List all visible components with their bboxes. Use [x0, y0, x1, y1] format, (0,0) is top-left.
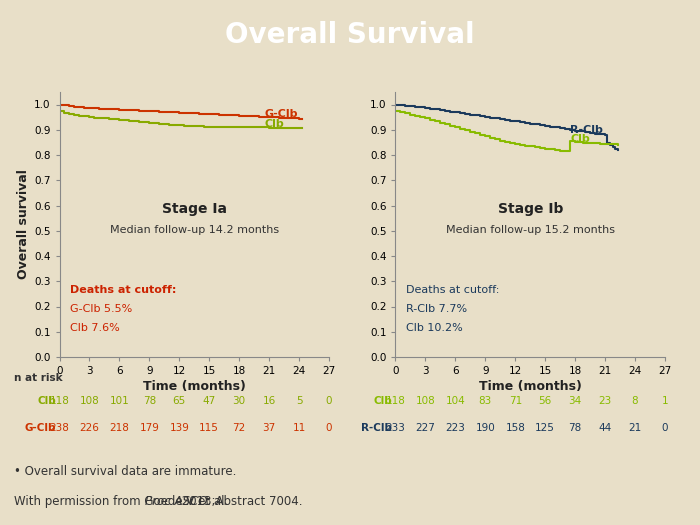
Text: 227: 227: [416, 423, 435, 433]
Text: R-Clb: R-Clb: [361, 423, 392, 433]
Text: 223: 223: [445, 423, 466, 433]
Text: 37: 37: [262, 423, 276, 433]
Text: 23: 23: [598, 396, 612, 406]
Y-axis label: Overall survival: Overall survival: [17, 170, 30, 279]
Text: 5: 5: [295, 396, 302, 406]
Text: R-Clb 7.7%: R-Clb 7.7%: [406, 304, 468, 314]
Text: Clb: Clb: [570, 134, 590, 144]
Text: 78: 78: [143, 396, 156, 406]
Text: 179: 179: [139, 423, 160, 433]
Text: 115: 115: [199, 423, 219, 433]
Text: G-Clb 5.5%: G-Clb 5.5%: [70, 304, 132, 314]
X-axis label: Time (months): Time (months): [143, 380, 246, 393]
Text: R-Clb: R-Clb: [570, 125, 603, 135]
Text: • Overall survival data are immature.: • Overall survival data are immature.: [14, 465, 237, 478]
Text: 8: 8: [631, 396, 638, 406]
Text: 108: 108: [416, 396, 435, 406]
X-axis label: Time (months): Time (months): [479, 380, 582, 393]
Text: Deaths at cutoff:: Deaths at cutoff:: [406, 286, 500, 296]
Text: 47: 47: [202, 396, 216, 406]
Text: Clb: Clb: [264, 119, 284, 129]
Text: 108: 108: [80, 396, 99, 406]
Text: 34: 34: [568, 396, 582, 406]
Text: 44: 44: [598, 423, 612, 433]
Text: Clb 10.2%: Clb 10.2%: [406, 322, 463, 332]
Text: Overall Survival: Overall Survival: [225, 22, 475, 49]
Text: 65: 65: [173, 396, 186, 406]
Text: 233: 233: [386, 423, 405, 433]
Text: 226: 226: [80, 423, 99, 433]
Text: 72: 72: [232, 423, 246, 433]
Text: 0: 0: [662, 423, 668, 433]
Text: 139: 139: [169, 423, 189, 433]
Text: Clb 7.6%: Clb 7.6%: [70, 322, 120, 332]
Text: 101: 101: [109, 396, 130, 406]
Text: G-Clb: G-Clb: [25, 423, 56, 433]
Text: n at risk: n at risk: [14, 373, 62, 383]
Text: 83: 83: [479, 396, 492, 406]
Text: 238: 238: [50, 423, 69, 433]
Text: Proc ASCO: Proc ASCO: [145, 495, 207, 508]
Text: 125: 125: [536, 423, 555, 433]
Text: 118: 118: [50, 396, 69, 406]
Text: 158: 158: [505, 423, 525, 433]
Text: 56: 56: [538, 396, 552, 406]
Text: Stage Ia: Stage Ia: [162, 202, 227, 216]
Text: 104: 104: [445, 396, 466, 406]
Text: 1: 1: [662, 396, 668, 406]
Text: 16: 16: [262, 396, 276, 406]
Text: 78: 78: [568, 423, 582, 433]
Text: With permission from Goede V et al.: With permission from Goede V et al.: [14, 495, 232, 508]
Text: 21: 21: [629, 423, 642, 433]
Text: 0: 0: [326, 396, 332, 406]
Text: Median follow-up 15.2 months: Median follow-up 15.2 months: [446, 225, 615, 235]
Text: 0: 0: [326, 423, 332, 433]
Text: 190: 190: [475, 423, 495, 433]
Text: Clb: Clb: [37, 396, 56, 406]
Text: 11: 11: [293, 423, 306, 433]
Text: Median follow-up 14.2 months: Median follow-up 14.2 months: [110, 225, 279, 235]
Text: Deaths at cutoff:: Deaths at cutoff:: [70, 286, 176, 296]
Text: 30: 30: [232, 396, 246, 406]
Text: 218: 218: [109, 423, 130, 433]
Text: Clb: Clb: [373, 396, 392, 406]
Text: Stage Ib: Stage Ib: [498, 202, 563, 216]
Text: 118: 118: [386, 396, 405, 406]
Text: 71: 71: [509, 396, 522, 406]
Text: 2013;Abstract 7004.: 2013;Abstract 7004.: [178, 495, 302, 508]
Text: G-Clb: G-Clb: [264, 109, 298, 119]
